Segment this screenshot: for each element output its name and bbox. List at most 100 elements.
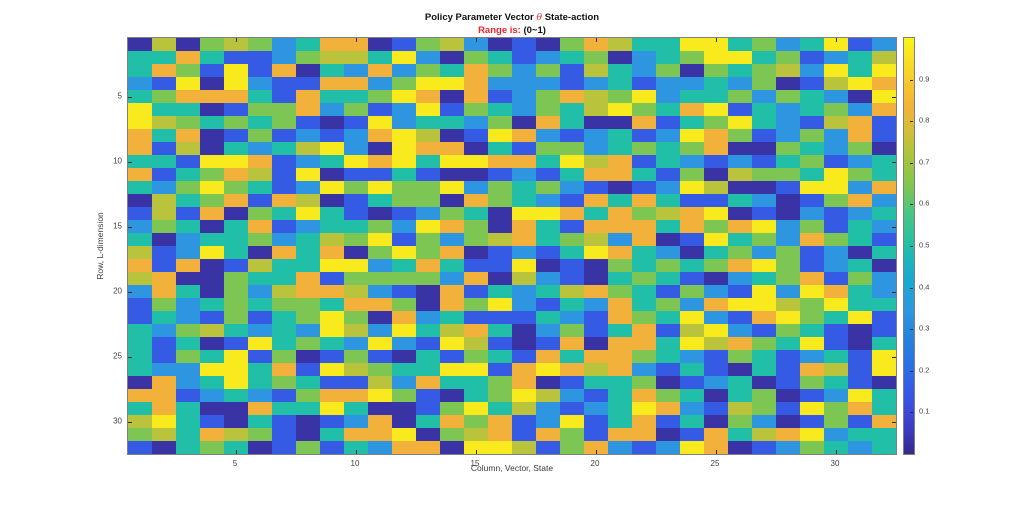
heatmap-cell [416, 428, 440, 441]
heatmap-cell [536, 441, 560, 454]
heatmap-cell [800, 90, 824, 103]
x-axis-tick-label: 5 [232, 459, 238, 468]
heatmap-cell [320, 64, 344, 77]
heatmap-cell [632, 324, 656, 337]
heatmap-cell [728, 402, 752, 415]
heatmap-cell [776, 298, 800, 311]
heatmap-cell [800, 194, 824, 207]
heatmap-cell [656, 51, 680, 64]
heatmap-cell [272, 324, 296, 337]
heatmap-cell [680, 441, 704, 454]
heatmap-cell [848, 350, 872, 363]
heatmap-cell [488, 181, 512, 194]
heatmap-cell [128, 129, 152, 142]
heatmap-cell [776, 155, 800, 168]
heatmap-cell [488, 324, 512, 337]
heatmap-cell [320, 181, 344, 194]
heatmap-cell [536, 298, 560, 311]
heatmap-cell [416, 376, 440, 389]
chart-subtitle: Range is: (0~1) [127, 24, 897, 37]
heatmap-cell [320, 363, 344, 376]
heatmap-cell [536, 38, 560, 51]
heatmap-cell [584, 116, 608, 129]
heatmap-cell [632, 376, 656, 389]
heatmap-cell [248, 38, 272, 51]
heatmap-cell [872, 181, 896, 194]
heatmap-cell [872, 90, 896, 103]
heatmap-cell [152, 324, 176, 337]
heatmap-cell [440, 194, 464, 207]
heatmap-cell [728, 181, 752, 194]
heatmap-cell [368, 168, 392, 181]
heatmap-cell [584, 376, 608, 389]
heatmap-cell [536, 155, 560, 168]
heatmap-cell [296, 415, 320, 428]
heatmap-cell [536, 51, 560, 64]
heatmap-cell [344, 389, 368, 402]
heatmap-cell [128, 233, 152, 246]
heatmap-cell [776, 142, 800, 155]
heatmap-cell [872, 428, 896, 441]
heatmap-cell [848, 441, 872, 454]
heatmap-cell [848, 337, 872, 350]
heatmap-cell [584, 77, 608, 90]
heatmap-cell [800, 181, 824, 194]
heatmap-cell [488, 194, 512, 207]
heatmap-cell [824, 129, 848, 142]
heatmap-cell [560, 337, 584, 350]
heatmap-cell [488, 428, 512, 441]
heatmap-cell [584, 389, 608, 402]
heatmap-cell [152, 428, 176, 441]
heatmap-cell [752, 129, 776, 142]
heatmap-cell [272, 272, 296, 285]
heatmap-cell [752, 402, 776, 415]
heatmap-cell [152, 233, 176, 246]
heatmap-cell [248, 77, 272, 90]
heatmap-cell [800, 207, 824, 220]
heatmap-cell [800, 129, 824, 142]
heatmap-cell [584, 129, 608, 142]
heatmap-cell [392, 311, 416, 324]
y-tick-mark [128, 356, 132, 358]
heatmap-cell [704, 168, 728, 181]
heatmap-cell [584, 363, 608, 376]
heatmap-cell [152, 389, 176, 402]
heatmap-cell [344, 272, 368, 285]
heatmap-cell [152, 129, 176, 142]
heatmap-cell [488, 259, 512, 272]
heatmap-cell [296, 324, 320, 337]
heatmap-cell [368, 272, 392, 285]
heatmap-cell [416, 207, 440, 220]
heatmap-cell [824, 246, 848, 259]
heatmap-cell [704, 259, 728, 272]
heatmap-cell [368, 389, 392, 402]
heatmap-cell [800, 103, 824, 116]
heatmap-cell [248, 233, 272, 246]
heatmap-cell [344, 129, 368, 142]
heatmap-cell [776, 64, 800, 77]
heatmap-cell [464, 246, 488, 259]
heatmap-cell [224, 181, 248, 194]
heatmap-cell [608, 220, 632, 233]
heatmap-cell [704, 129, 728, 142]
heatmap-cell [512, 311, 536, 324]
heatmap-cell [488, 77, 512, 90]
heatmap-cell [296, 77, 320, 90]
heatmap-cell [224, 90, 248, 103]
heatmap-cell [152, 311, 176, 324]
heatmap-cell [392, 298, 416, 311]
heatmap-cell [272, 428, 296, 441]
heatmap-cell [488, 116, 512, 129]
heatmap-cell [416, 103, 440, 116]
heatmap-cell [728, 285, 752, 298]
heatmap-cell [392, 389, 416, 402]
heatmap-cell [176, 402, 200, 415]
heatmap-cell [344, 116, 368, 129]
heatmap-cell [560, 220, 584, 233]
heatmap-cell [704, 51, 728, 64]
y-axis-tick-label: 30 [113, 416, 122, 425]
heatmap-cell [368, 441, 392, 454]
heatmap-cell [512, 428, 536, 441]
heatmap-cell [368, 324, 392, 337]
heatmap-cell [752, 181, 776, 194]
